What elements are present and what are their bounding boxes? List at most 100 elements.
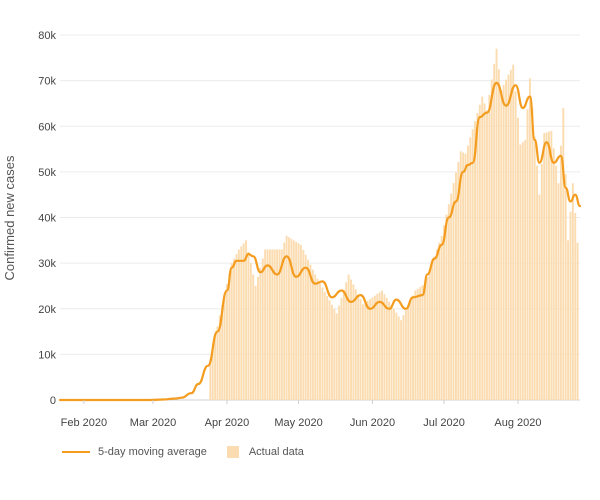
- bar: [316, 278, 319, 400]
- bar: [237, 249, 240, 400]
- bar: [352, 284, 355, 400]
- bar: [435, 249, 438, 400]
- bar: [567, 240, 570, 400]
- bar: [392, 309, 395, 400]
- bar: [431, 263, 434, 400]
- bar: [388, 301, 391, 400]
- bar: [433, 256, 436, 400]
- bar: [524, 139, 527, 400]
- bar: [342, 290, 345, 400]
- y-tick-label: 10k: [38, 349, 56, 361]
- bar: [321, 287, 324, 400]
- bar: [419, 287, 422, 400]
- bar: [521, 142, 524, 400]
- bar: [409, 300, 412, 400]
- bar: [550, 130, 553, 400]
- bar: [359, 299, 362, 400]
- y-tick-label: 40k: [38, 213, 56, 225]
- y-tick-label: 80k: [38, 30, 56, 42]
- x-tick-labels: Feb 2020 Mar 2020 Apr 2020 May 2020 Jun 2020…: [61, 400, 542, 429]
- bar: [383, 294, 386, 400]
- bar: [209, 358, 212, 400]
- bar: [455, 172, 457, 400]
- bar: [297, 243, 300, 400]
- bar: [466, 145, 469, 400]
- bar: [445, 214, 448, 400]
- bar: [497, 69, 500, 400]
- legend-item-moving-average: 5-day moving average: [62, 446, 207, 458]
- bar: [345, 282, 348, 400]
- bar: [428, 269, 431, 400]
- bar: [288, 237, 290, 400]
- bar: [245, 240, 248, 400]
- bar: [347, 274, 350, 400]
- bar: [357, 294, 360, 400]
- bar: [257, 276, 259, 400]
- bar: [264, 249, 267, 400]
- bar: [223, 294, 226, 400]
- line-layer: [58, 81, 582, 402]
- bar: [528, 78, 531, 400]
- bar: [493, 64, 496, 400]
- bar: [452, 182, 455, 400]
- bar: [514, 91, 517, 400]
- bar: [569, 211, 572, 400]
- bar: [226, 284, 228, 400]
- bar: [509, 69, 512, 401]
- bar: [249, 263, 252, 400]
- bar: [385, 297, 388, 400]
- bar: [426, 276, 429, 400]
- y-tick-label: 30k: [38, 258, 56, 270]
- bar: [490, 79, 493, 400]
- bar: [216, 326, 219, 400]
- bar: [402, 315, 405, 400]
- bar: [438, 242, 441, 400]
- bar: [526, 109, 529, 400]
- bar-layer: [209, 48, 579, 401]
- y-tick-label: 50k: [38, 167, 56, 179]
- bar: [390, 305, 393, 400]
- bar: [469, 137, 472, 400]
- bar: [373, 295, 376, 400]
- x-tick-label: Apr 2020: [205, 417, 250, 429]
- x-tick-label: Mar 2020: [130, 417, 176, 429]
- bar: [266, 249, 269, 400]
- bar: [481, 96, 484, 400]
- bar: [464, 153, 467, 400]
- bar: [502, 84, 505, 400]
- bar: [505, 79, 508, 401]
- bar: [397, 316, 400, 400]
- bar: [340, 297, 343, 400]
- bar: [292, 240, 295, 400]
- bar: [259, 267, 262, 400]
- legend: 5-day moving average Actual data: [62, 442, 324, 462]
- bar: [271, 249, 274, 400]
- bar: [311, 269, 314, 400]
- x-tick-label: Aug 2020: [494, 417, 541, 429]
- bar: [240, 246, 243, 400]
- grid-layer: [60, 34, 580, 401]
- y-tick-label: 70k: [38, 76, 56, 88]
- bar: [571, 183, 574, 400]
- bar: [533, 136, 536, 400]
- y-axis-title: Confirmed new cases: [2, 155, 17, 280]
- bar: [440, 235, 443, 400]
- bar: [576, 242, 579, 400]
- bar: [404, 310, 407, 400]
- bar: [564, 174, 567, 400]
- bar: [495, 48, 498, 400]
- bar: [247, 251, 250, 400]
- bar: [378, 292, 381, 400]
- bar: [276, 249, 279, 400]
- bar: [333, 309, 336, 400]
- y-tick-label: 20k: [38, 304, 56, 316]
- bar: [421, 285, 424, 400]
- bar: [290, 238, 293, 400]
- bar: [280, 249, 283, 400]
- bar: [478, 104, 481, 400]
- bar: [364, 302, 367, 400]
- moving-average-line: [58, 81, 582, 402]
- bar: [519, 144, 522, 400]
- bar: [273, 249, 276, 400]
